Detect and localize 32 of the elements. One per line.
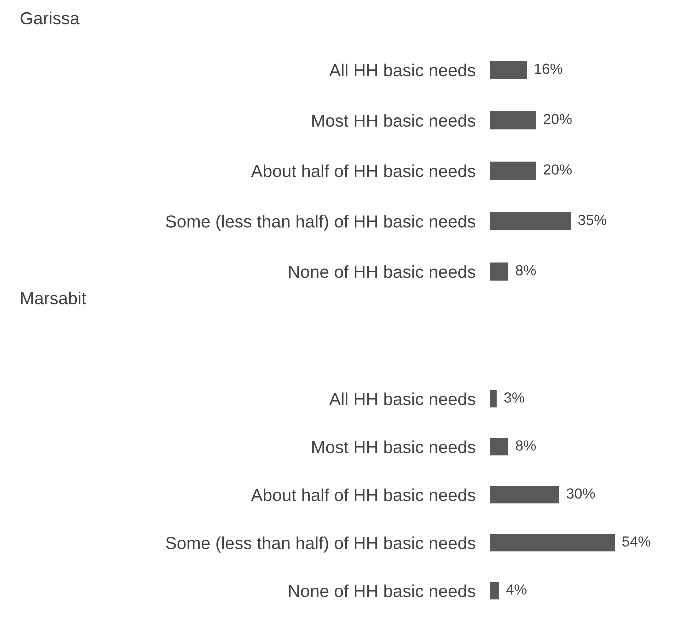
bar xyxy=(490,438,509,456)
y-tick-label: About half of HH basic needs xyxy=(251,164,476,178)
y-tick-label: None of HH basic needs xyxy=(289,266,476,278)
data-label: 35% xyxy=(578,214,607,226)
y-tick-label: Some (less than half) of HH basic needs xyxy=(166,536,476,553)
y-tick-label: About half of HH basic needs xyxy=(251,488,476,502)
bar xyxy=(490,112,536,130)
data-label: 54% xyxy=(622,536,651,547)
y-tick-label: None of HH basic needs xyxy=(289,584,476,598)
bar xyxy=(490,582,500,600)
data-label: 20% xyxy=(544,164,572,175)
data-label: 4% xyxy=(506,584,527,595)
bar xyxy=(490,212,572,230)
bar xyxy=(490,486,560,504)
y-tick-label: Most HH basic needs xyxy=(312,440,476,454)
y-tick-label: All HH basic needs xyxy=(329,64,476,77)
data-label: 30% xyxy=(566,488,596,499)
data-label: 3% xyxy=(504,392,524,403)
bar xyxy=(490,534,615,552)
data-label: 8% xyxy=(516,265,536,276)
data-label: 20% xyxy=(544,114,572,125)
y-tick-label: All HH basic needs xyxy=(329,392,476,406)
bar xyxy=(490,61,528,80)
bar xyxy=(490,390,497,408)
text: Marsabit xyxy=(21,292,86,305)
data-label: 16% xyxy=(535,64,563,74)
text: Garissa xyxy=(20,12,80,25)
bar xyxy=(490,262,509,281)
y-tick-label: Most HH basic needs xyxy=(312,114,476,128)
data-label: 8% xyxy=(516,440,536,451)
bar xyxy=(490,162,536,180)
y-tick-label: Some (less than half) of HH basic needs xyxy=(166,215,476,232)
